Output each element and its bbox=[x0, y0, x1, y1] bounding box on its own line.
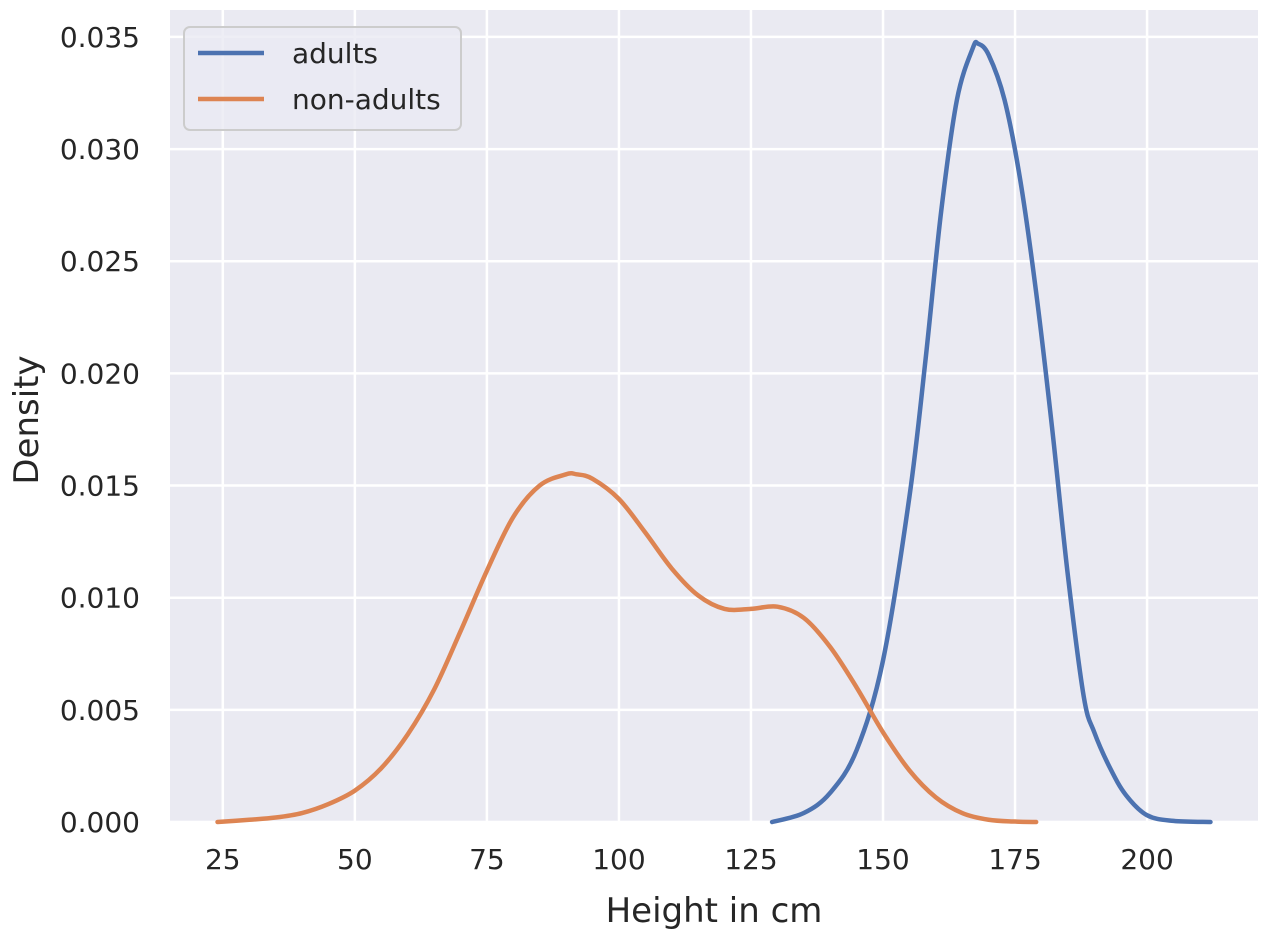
legend: adults non-adults bbox=[183, 26, 462, 131]
y-tick-label: 0.000 bbox=[60, 806, 140, 839]
x-tick-label: 50 bbox=[337, 843, 373, 876]
series-lines bbox=[215, 39, 1213, 825]
x-tick-label: 150 bbox=[856, 843, 909, 876]
grid-lines bbox=[170, 10, 1258, 824]
x-tick-label: 125 bbox=[724, 843, 777, 876]
y-tick-label: 0.030 bbox=[60, 133, 140, 166]
legend-label-non-adults: non-adults bbox=[292, 83, 441, 116]
x-tick-label: 100 bbox=[592, 843, 645, 876]
y-tick-label: 0.015 bbox=[60, 470, 140, 503]
y-tick-label: 0.005 bbox=[60, 694, 140, 727]
y-axis-label: Density bbox=[7, 355, 47, 484]
x-tick-label: 200 bbox=[1120, 843, 1173, 876]
legend-label-adults: adults bbox=[292, 37, 378, 70]
y-tick-label: 0.020 bbox=[60, 357, 140, 390]
plot-background bbox=[170, 10, 1258, 822]
y-tick-label: 0.025 bbox=[60, 245, 140, 278]
x-tick-label: 175 bbox=[988, 843, 1041, 876]
y-tick-labels: 0.000 0.005 0.010 0.015 0.020 0.025 0.030 0.035 bbox=[60, 21, 140, 839]
x-tick-label: 25 bbox=[205, 843, 241, 876]
x-axis-label: Height in cm bbox=[606, 891, 823, 931]
y-tick-label: 0.010 bbox=[60, 582, 140, 615]
series-line-adults bbox=[769, 39, 1213, 825]
y-tick-label: 0.035 bbox=[60, 21, 140, 54]
x-tick-label: 75 bbox=[469, 843, 505, 876]
series-line-non-adults bbox=[215, 471, 1039, 825]
x-tick-labels: 25 50 75 100 125 150 175 200 bbox=[205, 843, 1174, 876]
